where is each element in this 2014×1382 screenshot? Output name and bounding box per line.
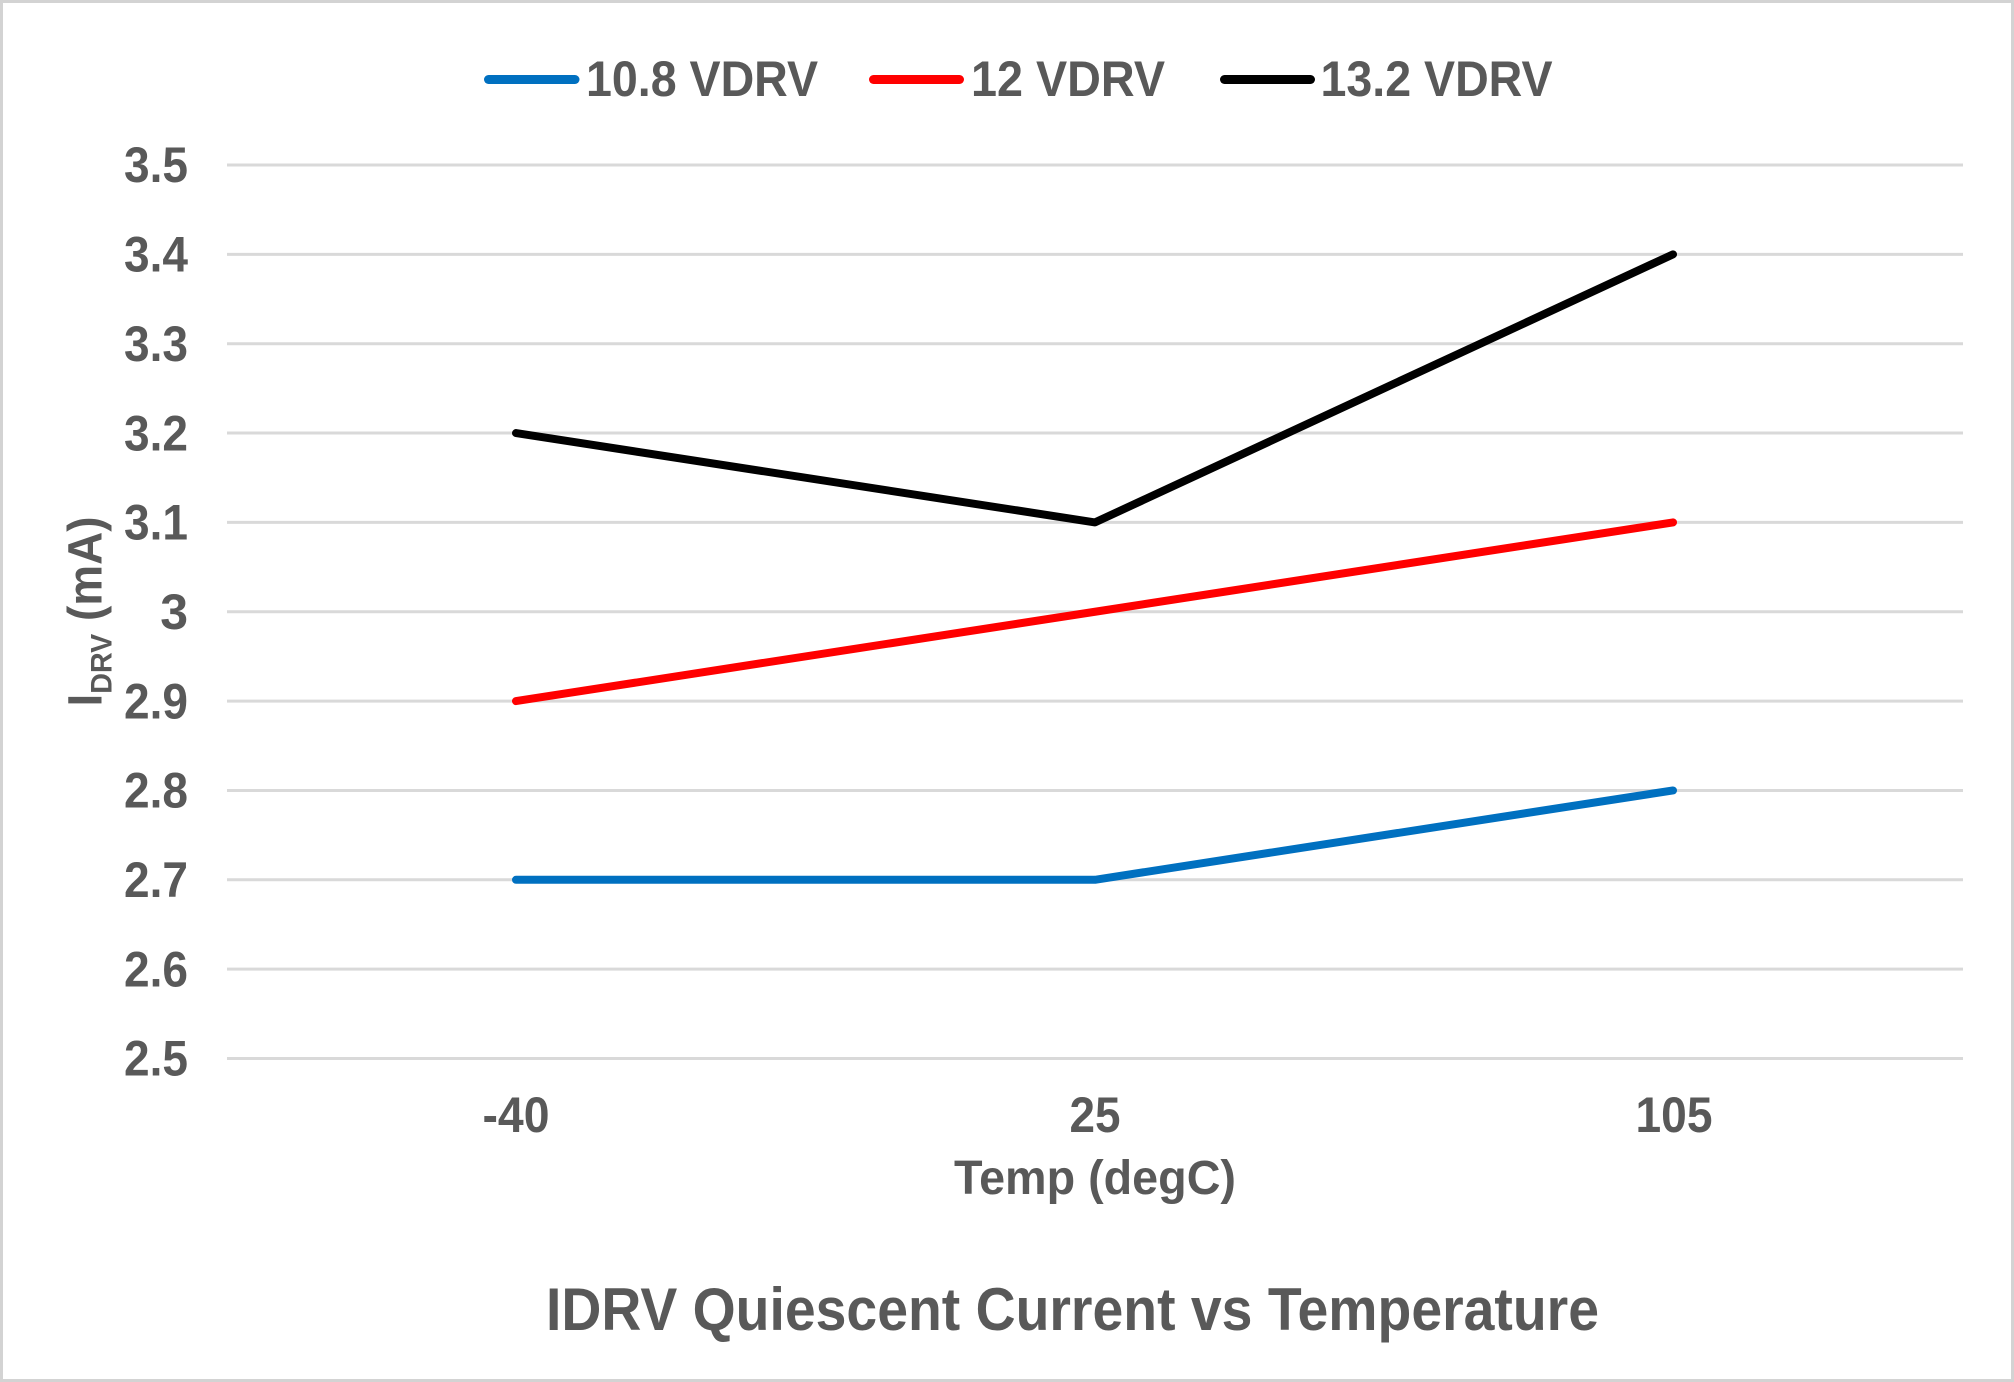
svg-text:Temp (degC): Temp (degC) xyxy=(954,1152,1236,1205)
svg-text:2.8: 2.8 xyxy=(124,763,188,819)
svg-text:3.5: 3.5 xyxy=(124,137,188,193)
svg-text:3.2: 3.2 xyxy=(124,405,188,461)
svg-text:3: 3 xyxy=(160,584,188,640)
svg-text:2.7: 2.7 xyxy=(124,852,188,908)
svg-text:2.9: 2.9 xyxy=(124,673,188,729)
svg-text:IDRV Quiescent Current vs Temp: IDRV Quiescent Current vs Temperature xyxy=(546,1276,1599,1343)
svg-text:25: 25 xyxy=(1070,1087,1121,1143)
svg-text:3.3: 3.3 xyxy=(124,316,188,372)
svg-text:3.4: 3.4 xyxy=(124,227,188,283)
svg-text:12 VDRV: 12 VDRV xyxy=(971,51,1166,107)
svg-text:105: 105 xyxy=(1636,1087,1713,1143)
svg-text:2.6: 2.6 xyxy=(124,941,188,997)
svg-text:13.2 VDRV: 13.2 VDRV xyxy=(1321,51,1554,107)
svg-text:2.5: 2.5 xyxy=(124,1031,188,1087)
svg-text:10.8 VDRV: 10.8 VDRV xyxy=(586,51,819,107)
svg-text:-40: -40 xyxy=(483,1087,550,1143)
svg-text:3.1: 3.1 xyxy=(124,495,188,551)
